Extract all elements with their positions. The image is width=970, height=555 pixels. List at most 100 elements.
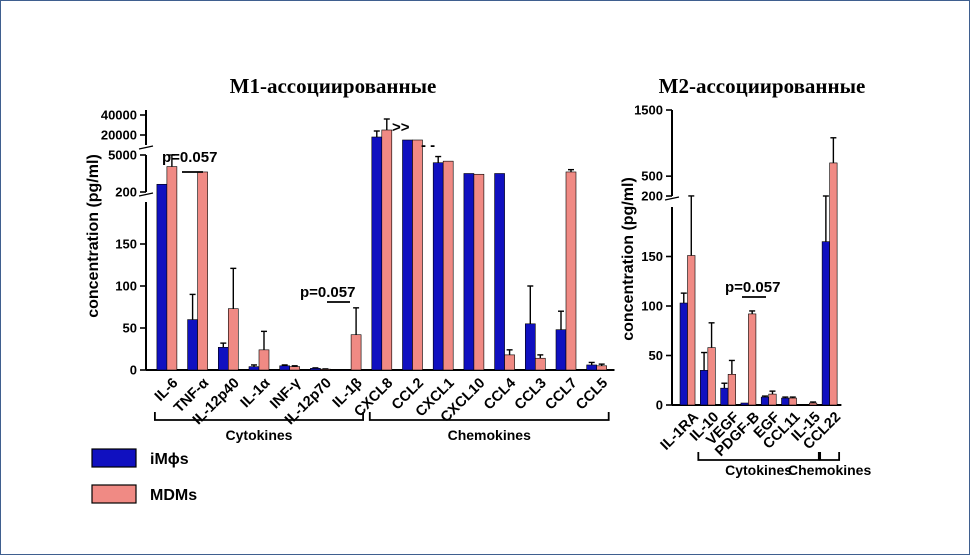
c1-bar-mdms — [350, 334, 362, 371]
c1-x-label: CCL3 — [512, 375, 550, 413]
c1-bar-imphs — [432, 162, 444, 371]
c1-bar-mdms — [166, 166, 178, 371]
c1-y-tick-label: 200 — [115, 185, 137, 200]
c1-bar-mdms — [596, 365, 607, 371]
c1-bar-imphs — [371, 136, 383, 371]
c2-y-tick-label: 0 — [656, 398, 663, 413]
c1-bar-mdms — [565, 171, 577, 371]
chart-m2-annotations: p=0.057 — [725, 279, 780, 298]
c1-y-tick-label: 150 — [115, 237, 137, 252]
c2-group-bracket — [697, 452, 820, 461]
legend-swatch-mdms — [91, 484, 137, 504]
c1-x-label: CCL5 — [573, 375, 611, 413]
chart-m1-pvalue-il1b: p=0.057 — [300, 284, 355, 301]
c2-group-bracket — [819, 452, 841, 461]
c2-y-tick-label: 500 — [641, 169, 663, 184]
c1-bar-mdms — [197, 171, 208, 371]
c1-bar-imphs — [524, 323, 536, 371]
c1-x-label: CCL4 — [481, 375, 519, 413]
c1-x-label: CCL7 — [542, 375, 580, 413]
c1-y-tick-label: 100 — [115, 279, 137, 294]
chart-m1-groups: Cytokines Chemokines — [153, 412, 610, 443]
chart-m2-title: M2-ассоциированные — [659, 74, 866, 98]
c1-bar-mdms — [534, 357, 546, 371]
c2-y-tick-label: 50 — [649, 348, 663, 363]
chart-m1-title: M1-ассоциированные — [230, 74, 437, 98]
c1-bar-imphs — [217, 347, 229, 371]
chart-m1-ccl2-marker: >> — [392, 119, 410, 136]
c1-bar-imphs — [586, 364, 597, 371]
c2-axis-break — [664, 196, 680, 201]
chart-m2-y-axis: 0 50 100 150 200 500 1500 — [634, 103, 842, 413]
c1-bar-mdms — [381, 129, 393, 371]
chart-m2-pvalue-pdgfb: p=0.057 — [725, 279, 780, 296]
c2-bar-mdms — [748, 313, 757, 406]
c2-bar-imphs — [679, 302, 688, 406]
c2-bar-imphs — [740, 402, 749, 406]
c2-y-tick-label: 100 — [641, 299, 663, 314]
c2-bar-mdms — [829, 162, 838, 406]
c1-bar-imphs — [494, 173, 505, 371]
c1-bar-mdms — [504, 354, 515, 371]
c2-bar-mdms — [768, 393, 777, 406]
c1-bar-mdms — [412, 139, 423, 371]
c1-y-tick-label: 20000 — [101, 128, 137, 143]
c2-group-label: Chemokines — [788, 462, 871, 478]
c2-bar-mdms — [809, 402, 818, 406]
c1-bar-mdms — [473, 173, 485, 371]
chart-m1-cxcl1-marker: - - — [421, 137, 435, 154]
c1-y-tick-label: 40000 — [101, 108, 137, 123]
legend-label-mdms: MDMs — [150, 487, 197, 504]
c1-bar-mdms — [227, 308, 239, 371]
c1-group-bracket — [153, 412, 364, 421]
c2-bar-imphs — [801, 404, 810, 406]
chart-m2-y-label: concentration (pg/ml) — [620, 177, 637, 341]
c2-y-tick-label: 1500 — [634, 103, 663, 118]
c1-bar-imphs — [156, 183, 168, 371]
c2-bar-imphs — [821, 241, 830, 406]
c1-bar-imphs — [248, 366, 260, 371]
c1-bar-imphs — [402, 139, 413, 371]
chart-m1-y-label: concentration (pg/ml) — [85, 154, 102, 318]
c2-y-tick-label: 150 — [641, 249, 663, 264]
c2-bar-mdms — [727, 374, 736, 406]
c2-bar-mdms — [687, 255, 696, 406]
c1-y-tick-label: 0 — [130, 363, 137, 378]
chart-m1-pvalue-tnf: p=0.057 — [162, 149, 217, 166]
c1-group-label: Cytokines — [226, 427, 293, 443]
c2-y-tick-label: 200 — [641, 189, 663, 204]
c2-bar-mdms — [788, 397, 797, 406]
legend-label-imphs: iMϕs — [150, 451, 189, 468]
c1-bar-mdms — [289, 366, 300, 371]
c1-y-tick-label: 5000 — [108, 148, 137, 163]
chart-m1: M1-ассоциированные concentration (pg/ml)… — [85, 74, 615, 443]
c1-axis-break — [138, 145, 154, 150]
c1-group-bracket — [368, 412, 610, 421]
c2-bar-imphs — [700, 370, 709, 406]
c1-bar-mdms — [258, 349, 270, 371]
legend-swatch-imphs — [91, 448, 137, 468]
c1-bar-imphs — [555, 329, 567, 371]
c1-y-tick-label: 50 — [123, 321, 137, 336]
c1-bar-imphs — [463, 173, 475, 371]
chart-m1-bars — [156, 118, 607, 371]
c1-axis-break — [138, 192, 154, 197]
c2-bar-imphs — [781, 397, 790, 406]
c1-bar-imphs — [279, 365, 290, 371]
c2-bar-mdms — [707, 347, 716, 406]
legend: iMϕs MDMs — [91, 448, 197, 504]
c1-bar-imphs — [340, 369, 352, 371]
c1-bar-imphs — [187, 319, 198, 371]
c2-group-label: Cytokines — [725, 462, 792, 478]
chart-m2: M2-ассоциированные concentration (pg/ml)… — [620, 74, 871, 478]
c1-bar-mdms — [442, 160, 454, 371]
c1-group-label: Chemokines — [448, 427, 531, 443]
c1-x-label: IL-1α — [238, 375, 274, 411]
c2-bar-imphs — [760, 396, 770, 406]
chart-m2-bars — [679, 137, 838, 406]
c2-bar-imphs — [720, 387, 729, 406]
chart-m1-annotations: p=0.057 p=0.057 >> - - — [162, 119, 435, 303]
